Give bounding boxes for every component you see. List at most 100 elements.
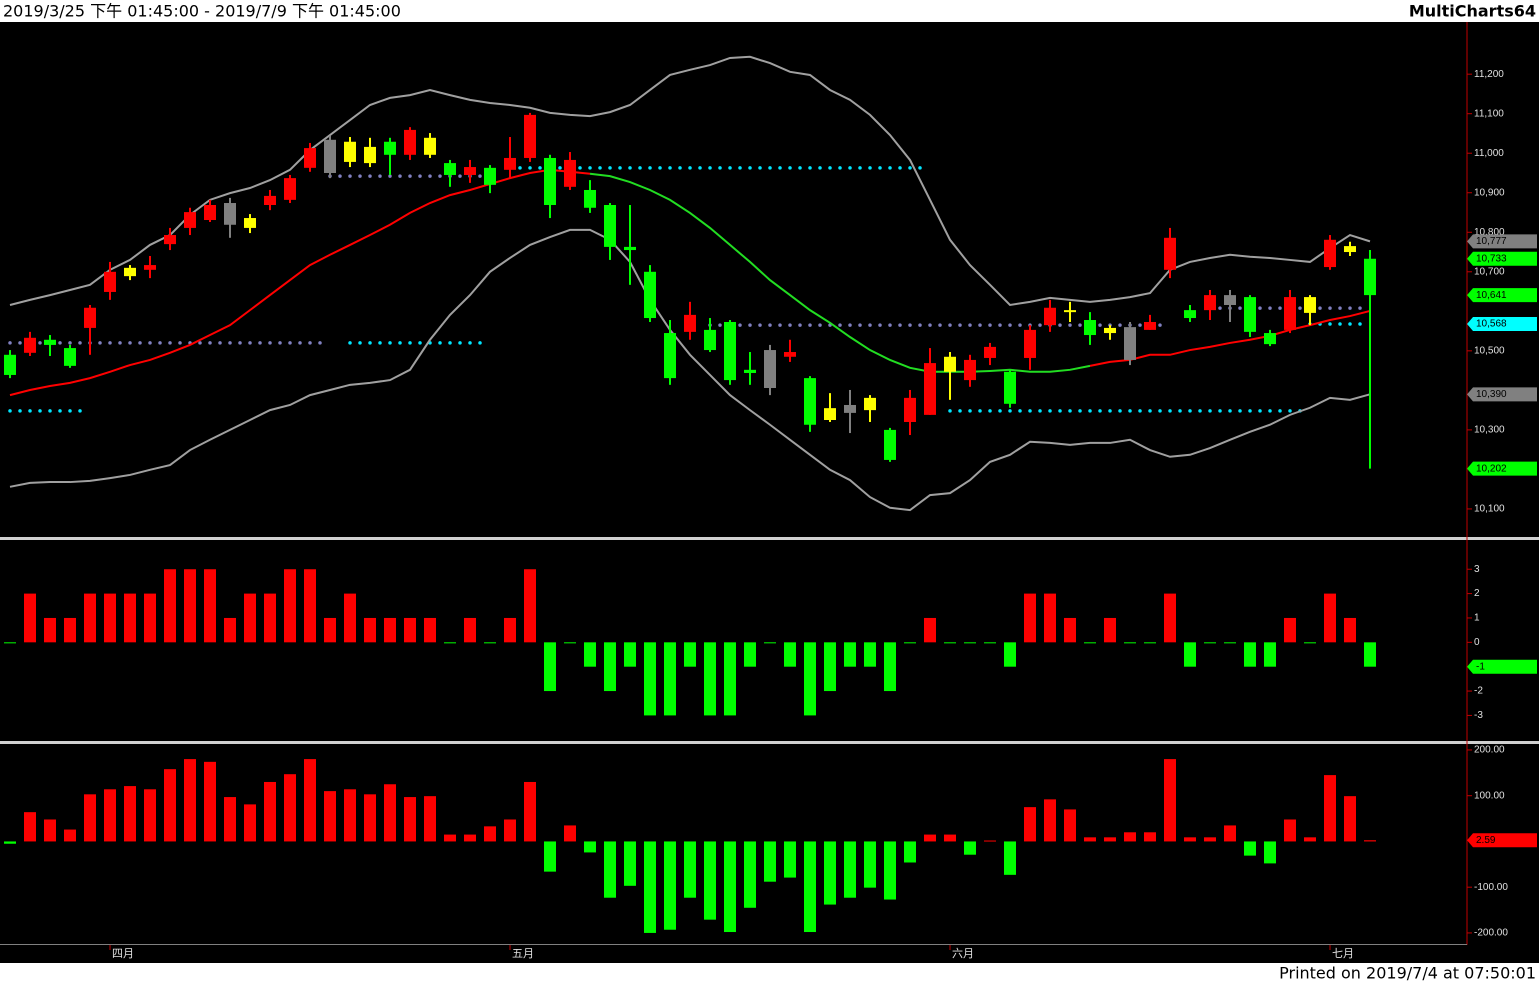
candle-body <box>484 167 496 185</box>
candle-body <box>1024 329 1036 358</box>
y-tick-label: 10,500 <box>1474 345 1505 356</box>
histogram-bar <box>1184 642 1196 667</box>
histogram-bar <box>844 841 856 898</box>
candle-body <box>1304 297 1316 313</box>
candle-body <box>724 321 736 381</box>
histogram-bar <box>1244 642 1256 667</box>
histogram-bar <box>284 774 296 842</box>
candle-body <box>244 218 256 228</box>
histogram-bar <box>724 642 736 716</box>
candle-body <box>1084 320 1096 336</box>
histogram-bar <box>1304 642 1316 644</box>
candle-body <box>144 265 156 270</box>
candle-body <box>604 204 616 247</box>
histogram-bar <box>4 841 16 844</box>
histogram-bar <box>884 841 896 900</box>
histogram-bar <box>664 642 676 716</box>
histogram-bar <box>424 617 436 643</box>
candle-body <box>204 204 216 221</box>
candle-body <box>444 163 456 175</box>
price-marker <box>1467 251 1537 266</box>
histogram-bar <box>644 841 656 933</box>
histogram-bar <box>1144 832 1156 842</box>
histogram-bar <box>644 642 656 716</box>
price-marker <box>1467 387 1537 402</box>
histogram-bar <box>404 617 416 643</box>
histogram-bar <box>204 569 216 643</box>
x-tick-label: 四月 <box>112 947 134 960</box>
price-marker-label: 10,202 <box>1476 463 1507 474</box>
histogram-bar <box>744 841 756 908</box>
candle-body <box>844 404 856 413</box>
candle-body <box>924 363 936 415</box>
histogram-bar <box>144 789 156 842</box>
histogram-bar <box>484 826 496 842</box>
histogram-bar <box>1224 825 1236 842</box>
x-tick-label: 七月 <box>1332 947 1354 960</box>
candle-body <box>164 235 176 245</box>
y-tick-label: 200.00 <box>1474 745 1505 756</box>
header-bar <box>0 0 1539 22</box>
candle-body <box>1104 327 1116 334</box>
histogram-bar <box>1284 819 1296 842</box>
histogram-bar <box>424 796 436 842</box>
indicator-line <box>589 172 1091 373</box>
candle-body <box>184 212 196 228</box>
candle-body <box>284 178 296 200</box>
price-marker-label: 10,641 <box>1476 290 1507 301</box>
candle-body <box>304 148 316 168</box>
histogram-bar <box>604 642 616 692</box>
histogram-bar <box>64 829 76 842</box>
histogram-bar <box>1344 617 1356 643</box>
histogram-bar <box>524 781 536 842</box>
y-tick-label: 0 <box>1474 637 1480 648</box>
candle-body <box>1224 295 1236 305</box>
candle-body <box>364 146 376 164</box>
x-tick-label: 五月 <box>512 947 534 960</box>
y-tick-label: 1 <box>1474 613 1480 624</box>
histogram-bar <box>944 642 956 644</box>
histogram-bar <box>764 642 776 644</box>
histogram-bar <box>404 797 416 842</box>
histogram-bar <box>784 841 796 878</box>
histogram-bar <box>204 761 216 842</box>
y-tick-label: -200.00 <box>1474 928 1508 939</box>
candle-body <box>504 157 516 170</box>
candle-body <box>464 167 476 175</box>
candle-body <box>624 246 636 251</box>
histogram-bar <box>824 841 836 905</box>
histogram-bar <box>704 841 716 920</box>
candle-body <box>424 137 436 155</box>
histogram-bar <box>364 794 376 842</box>
y-tick-label: 11,000 <box>1474 148 1504 159</box>
histogram-bar <box>1104 617 1116 643</box>
candle-body <box>1204 295 1216 311</box>
histogram-bar <box>824 642 836 692</box>
candle-body <box>524 114 536 158</box>
histogram-bar <box>1204 642 1216 644</box>
histogram-bar <box>904 642 916 644</box>
y-tick-label: 10,900 <box>1474 187 1505 198</box>
histogram-bar <box>444 642 456 644</box>
candle-body <box>264 195 276 205</box>
candle-body <box>764 350 776 388</box>
histogram-bar <box>124 593 136 643</box>
histogram-bar <box>44 819 56 842</box>
y-tick-label: 100.00 <box>1474 790 1505 801</box>
indicator-line <box>9 228 1371 512</box>
histogram-bar <box>624 642 636 667</box>
histogram-bar <box>1264 841 1276 864</box>
candle-body <box>1264 333 1276 345</box>
histogram-bar <box>144 593 156 643</box>
candle-body <box>904 397 916 422</box>
histogram-bar <box>1324 775 1336 842</box>
candle-body <box>1044 307 1056 326</box>
histogram-bar <box>384 617 396 643</box>
x-tick-label: 六月 <box>952 947 974 960</box>
histogram-bar <box>1124 832 1136 842</box>
y-tick-label: 10,700 <box>1474 266 1505 277</box>
histogram-bar <box>984 642 996 644</box>
candle-body <box>4 354 16 375</box>
